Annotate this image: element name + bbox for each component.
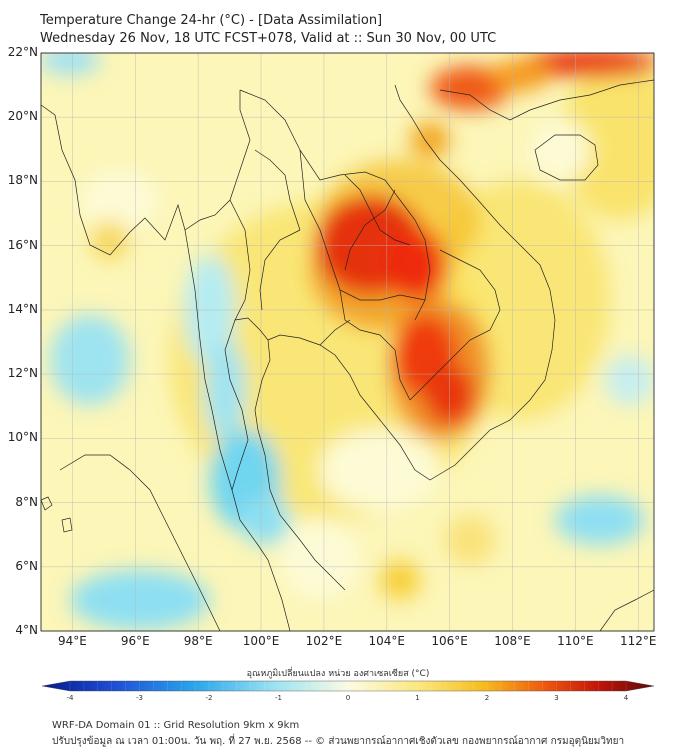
- colorbar-tick-label: 2: [484, 694, 490, 702]
- latitude-label: 22°N: [7, 45, 38, 59]
- latitude-label: 14°N: [7, 301, 38, 316]
- plot-frame: [40, 52, 655, 632]
- colorbar-title: อุณหภูมิเปลี่ยนแปลง หน่วย องศาเซลเซียส (…: [246, 669, 430, 679]
- longitude-label: 96°E: [120, 634, 150, 648]
- latitude-label: 16°N: [7, 237, 38, 252]
- longitude-label: 108°E: [494, 634, 531, 648]
- latitude-label: 10°N: [7, 430, 38, 445]
- colorbar-tick-label: -3: [136, 694, 143, 702]
- footer-update-info: ปรับปรุงข้อมูล ณ เวลา 01:00น. วัน พฤ. ที…: [52, 736, 625, 747]
- colorbar-levels: [69, 681, 627, 691]
- latitude-label: 8°N: [15, 494, 38, 509]
- colorbar-tick-label: 1: [415, 694, 420, 702]
- map-subtitle: Wednesday 26 Nov, 18 UTC FCST+078, Valid…: [40, 31, 497, 46]
- colorbar: [41, 680, 655, 692]
- coastlines-and-borders: [41, 79, 654, 631]
- longitude-label: 106°E: [431, 634, 468, 648]
- colorbar-tick-label: 4: [623, 694, 629, 702]
- longitude-label: 98°E: [183, 634, 213, 648]
- temperature-field: [41, 53, 654, 631]
- longitude-label: 110°E: [557, 634, 594, 648]
- longitude-label: 94°E: [57, 634, 87, 648]
- latitude-label: 12°N: [7, 366, 38, 381]
- graticule: [41, 52, 654, 632]
- colorbar-tick-label: -1: [275, 694, 282, 702]
- latitude-label: 20°N: [7, 109, 38, 124]
- latitude-label: 6°N: [15, 558, 38, 573]
- colorbar-tick-label: -2: [205, 694, 213, 702]
- map-title: Temperature Change 24-hr (°C) - [Data As…: [40, 13, 383, 28]
- colorbar-tick-label: 3: [554, 694, 559, 702]
- colorbar-tick-label: -4: [66, 694, 74, 702]
- longitude-label: 104°E: [368, 634, 406, 648]
- longitude-label: 102°E: [305, 634, 343, 648]
- footer-model-info: WRF-DA Domain 01 :: Grid Resolution 9km …: [52, 720, 300, 731]
- longitude-label: 100°E: [242, 634, 280, 648]
- colorbar-tick-label: 0: [345, 694, 351, 702]
- longitude-label: 112°E: [620, 634, 657, 648]
- latitude-label: 18°N: [7, 173, 38, 188]
- latitude-label: 4°N: [15, 623, 38, 637]
